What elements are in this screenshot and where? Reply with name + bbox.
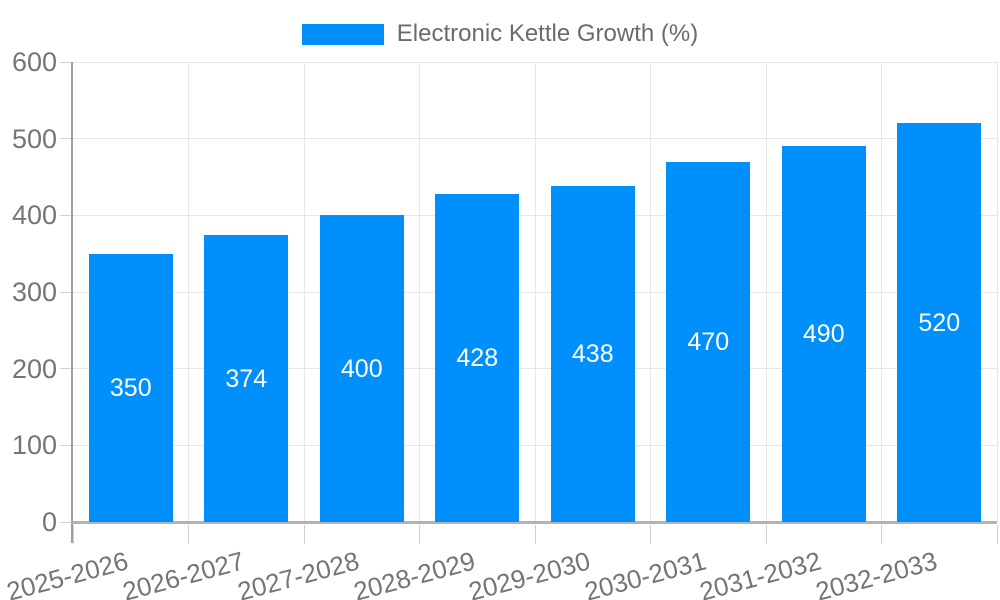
y-axis-label: 500 <box>11 123 57 154</box>
x-axis-tick <box>419 525 420 544</box>
y-axis-label: 0 <box>41 507 57 537</box>
x-gridline <box>650 62 651 522</box>
x-axis-tick <box>534 525 536 544</box>
y-axis-tick <box>60 521 73 523</box>
y-axis-tick <box>60 138 73 140</box>
y-axis-tick <box>60 444 73 446</box>
y-axis-tick <box>60 368 73 370</box>
bar[interactable] <box>666 161 751 522</box>
bar[interactable] <box>435 193 520 522</box>
x-axis-label: 2032-2033 <box>812 545 941 600</box>
x-gridline <box>188 62 189 522</box>
x-gridline <box>534 62 536 522</box>
y-axis-label: 400 <box>11 200 57 231</box>
bar[interactable] <box>897 123 982 522</box>
bar[interactable] <box>550 186 635 522</box>
legend-marker <box>301 23 384 45</box>
y-axis-line <box>71 62 73 543</box>
x-axis-label: 2028-2029 <box>350 545 479 600</box>
x-axis-label: 2029-2030 <box>465 545 594 600</box>
bar[interactable] <box>781 146 866 522</box>
y-axis-tick <box>60 291 73 293</box>
y-axis-label: 100 <box>11 430 57 461</box>
x-axis-tick <box>303 525 305 544</box>
x-axis-tick <box>765 525 767 544</box>
x-axis-label: 2030-2031 <box>581 545 710 600</box>
x-gridline <box>881 62 882 522</box>
x-gridline <box>419 62 420 522</box>
legend-item[interactable]: Electronic Kettle Growth (%) <box>0 20 1000 48</box>
legend-label: Electronic Kettle Growth (%) <box>396 20 699 47</box>
x-axis-tick <box>188 525 189 544</box>
bar[interactable] <box>319 215 404 522</box>
x-gridline <box>765 62 767 522</box>
x-axis-label: 2031-2032 <box>696 545 825 600</box>
x-axis-tick <box>72 525 74 544</box>
x-axis-label: 2025-2026 <box>3 545 132 600</box>
x-axis-line <box>71 521 997 524</box>
bar[interactable] <box>88 253 173 522</box>
y-axis-tick <box>60 61 73 63</box>
x-gridline <box>303 62 305 522</box>
bar[interactable] <box>204 235 289 522</box>
x-axis-label: 2027-2028 <box>234 545 363 600</box>
x-axis-label: 2026-2027 <box>119 545 248 600</box>
x-axis-tick <box>996 525 998 544</box>
y-axis-label: 600 <box>11 47 57 77</box>
x-axis-tick <box>650 525 651 544</box>
y-axis-label: 300 <box>11 277 57 307</box>
y-axis-label: 200 <box>11 353 57 384</box>
y-axis-tick <box>60 214 73 216</box>
x-gridline <box>996 62 998 522</box>
x-axis-tick <box>881 525 882 544</box>
